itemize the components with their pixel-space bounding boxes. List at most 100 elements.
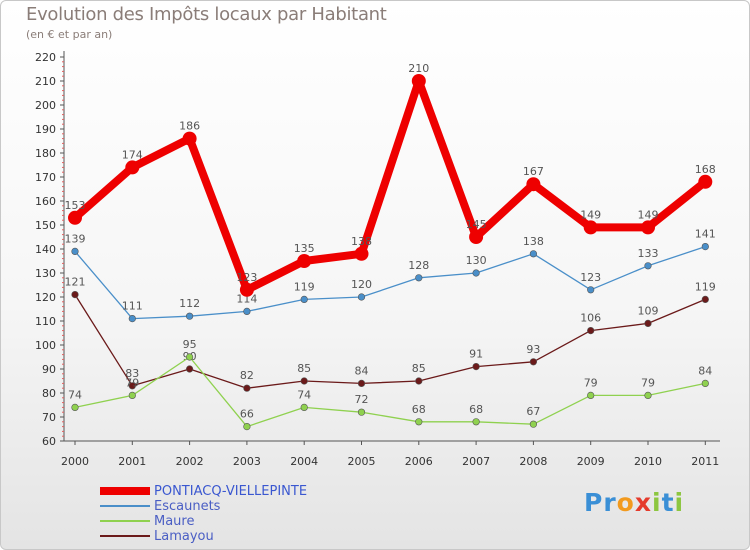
y-tick-label: 110 (35, 315, 56, 328)
data-label-lamayou: 121 (65, 276, 86, 289)
data-point-maure (644, 391, 652, 400)
data-label-pontiacq-viellepinte: 210 (408, 62, 429, 75)
data-point-pontiacq-viellepinte (641, 220, 655, 235)
data-point-pontiacq-viellepinte (354, 246, 369, 261)
data-point-pontiacq-viellepinte (698, 174, 713, 189)
data-label-maure: 68 (469, 403, 483, 416)
data-label-escaunets: 138 (523, 235, 544, 248)
x-tick-label: 2004 (290, 455, 318, 468)
data-label-pontiacq-viellepinte: 186 (179, 120, 200, 133)
y-tick-label: 70 (42, 411, 56, 424)
x-tick-label: 2006 (405, 455, 433, 468)
data-point-maure (186, 353, 194, 361)
x-tick-label: 2005 (348, 455, 376, 468)
data-label-maure: 74 (68, 388, 82, 401)
data-point-escaunets (472, 269, 480, 277)
x-tick-label: 2011 (691, 455, 719, 468)
data-label-maure: 74 (297, 388, 311, 401)
y-tick-label: 100 (35, 339, 56, 352)
x-tick-label: 2001 (118, 455, 146, 468)
data-label-escaunets: 141 (695, 228, 716, 241)
data-label-maure: 67 (526, 405, 540, 418)
data-point-lamayou (357, 379, 366, 388)
data-point-pontiacq-viellepinte (239, 282, 254, 297)
data-point-pontiacq-viellepinte (411, 74, 426, 88)
data-point-maure (587, 391, 595, 400)
data-label-lamayou: 82 (240, 369, 254, 382)
data-point-escaunets (186, 312, 194, 320)
data-label-escaunets: 119 (294, 280, 315, 293)
y-tick-label: 60 (42, 435, 56, 448)
data-label-pontiacq-viellepinte: 123 (236, 271, 257, 284)
y-tick-label: 160 (35, 195, 56, 208)
legend-label: Lamayou (154, 529, 214, 544)
y-tick-label: 130 (35, 267, 56, 280)
data-label-maure: 68 (412, 403, 426, 416)
data-label-escaunets: 139 (65, 232, 86, 245)
data-label-maure: 72 (355, 393, 369, 406)
data-label-pontiacq-viellepinte: 145 (466, 218, 487, 231)
data-point-pontiacq-viellepinte (68, 210, 82, 225)
data-point-maure (300, 403, 308, 412)
data-label-pontiacq-viellepinte: 167 (523, 165, 544, 178)
data-point-escaunets (357, 293, 366, 301)
logo-letter: i (674, 488, 685, 517)
chart-title: Evolution des Impôts locaux par Habitant (26, 4, 387, 25)
x-tick-label: 2000 (61, 455, 89, 468)
data-label-pontiacq-viellepinte: 149 (580, 208, 601, 221)
data-point-maure (71, 403, 79, 412)
y-tick-label: 140 (35, 243, 56, 256)
y-tick-label: 90 (42, 363, 56, 376)
data-point-escaunets (71, 247, 79, 255)
data-point-lamayou (472, 363, 480, 371)
data-point-lamayou (186, 365, 194, 373)
chart-subtitle: (en € et par an) (26, 28, 113, 41)
legend-item-escaunets: Escaunets (100, 499, 307, 514)
legend-item-pontiacq-viellepinte: PONTIACQ-VIELLEPINTE (100, 484, 307, 499)
data-label-lamayou: 106 (580, 312, 601, 325)
data-label-maure: 79 (125, 376, 139, 389)
logo-letter: P (584, 488, 604, 517)
data-label-maure: 66 (240, 408, 254, 421)
data-point-escaunets (128, 315, 136, 323)
data-label-maure: 79 (641, 376, 655, 389)
x-tick-label: 2002 (176, 455, 204, 468)
data-label-escaunets: 111 (122, 300, 143, 313)
data-label-escaunets: 128 (408, 259, 429, 272)
data-point-lamayou (644, 319, 652, 328)
y-tick-label: 170 (35, 171, 56, 184)
data-label-maure: 79 (584, 376, 598, 389)
legend-label: PONTIACQ-VIELLEPINTE (154, 484, 308, 499)
y-tick-label: 150 (35, 219, 56, 232)
data-point-lamayou (128, 382, 136, 390)
legend-swatch (100, 505, 150, 507)
data-label-lamayou: 85 (297, 362, 311, 375)
legend-item-lamayou: Lamayou (100, 529, 307, 544)
data-point-maure (128, 391, 136, 400)
data-label-lamayou: 83 (125, 367, 139, 380)
data-label-maure: 95 (183, 338, 197, 351)
y-tick-label: 210 (35, 75, 56, 88)
y-tick-label: 180 (35, 147, 56, 160)
data-label-lamayou: 119 (695, 280, 716, 293)
series-line-maure (74, 356, 706, 428)
legend-item-maure: Maure (100, 514, 307, 529)
legend-swatch (100, 520, 150, 522)
legend-swatch (100, 487, 150, 495)
chart-legend: PONTIACQ-VIELLEPINTE Escaunets Maure Lamayo… (100, 484, 307, 544)
data-point-escaunets (587, 286, 595, 294)
data-label-lamayou: 91 (469, 348, 483, 361)
data-point-lamayou (587, 327, 595, 335)
data-label-escaunets: 130 (466, 254, 487, 267)
series-line-lamayou (74, 293, 706, 389)
logo-letter: i (652, 488, 662, 517)
data-point-maure (415, 418, 423, 426)
data-point-maure (243, 423, 251, 431)
data-label-escaunets: 120 (351, 278, 372, 291)
data-label-lamayou: 84 (355, 364, 369, 377)
data-label-escaunets: 133 (638, 247, 659, 260)
data-point-lamayou (243, 384, 251, 392)
data-label-maure: 84 (698, 364, 712, 377)
data-point-escaunets (701, 243, 709, 251)
